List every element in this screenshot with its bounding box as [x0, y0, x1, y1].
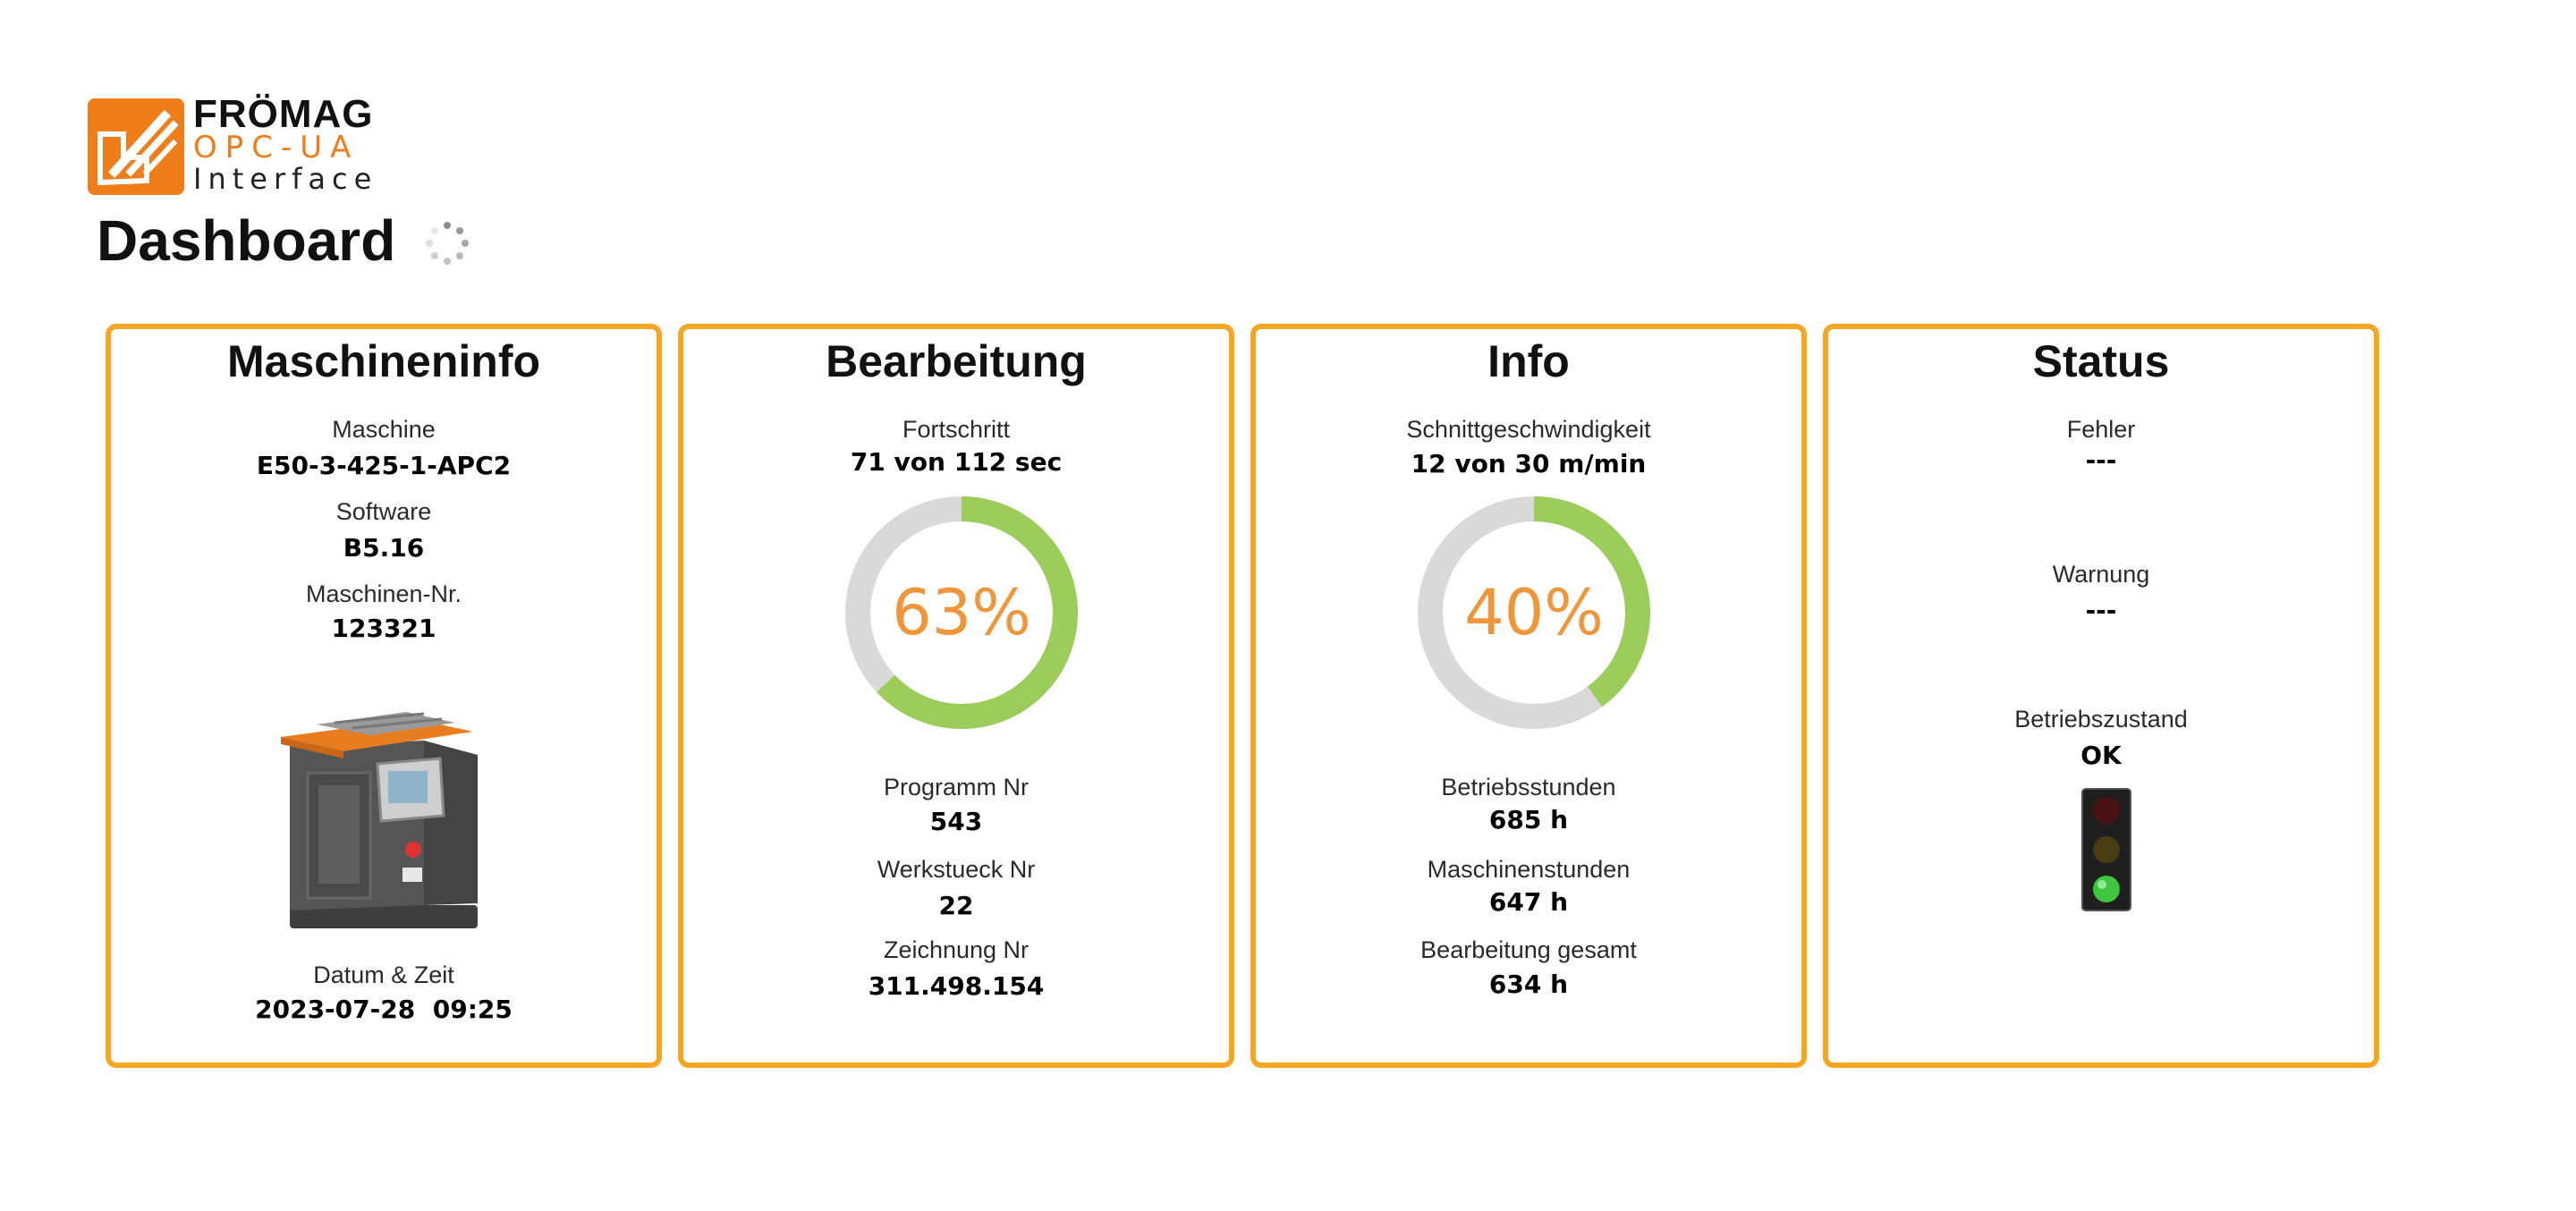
machine-image [281, 712, 478, 928]
fortschritt-value: 71 von 112 sec [850, 447, 1063, 477]
card-title: Bearbeitung [826, 336, 1087, 386]
card-maschineninfo: Maschineninfo Maschine E50-3-425-1-APC2 … [106, 324, 662, 1068]
programm-nr-label: Programm Nr [883, 774, 1029, 800]
traffic-light-red [2093, 797, 2120, 824]
progress-percent-text: 63% [892, 576, 1031, 649]
fehler-label: Fehler [2066, 416, 2136, 443]
betriebszustand-label: Betriebszustand [2014, 706, 2188, 733]
programm-nr-value: 543 [929, 807, 983, 836]
betriebsstunden-value: 685 h [1488, 805, 1569, 834]
speed-percent-text: 40% [1464, 576, 1604, 649]
schnittgeschwindigkeit-value: 12 von 30 m/min [1411, 449, 1647, 478]
datum-label: Datum & Zeit [313, 961, 454, 988]
progress-donut-chart [845, 496, 1078, 729]
betriebsstunden-label: Betriebsstunden [1441, 774, 1616, 800]
maschine-label: Maschine [332, 416, 436, 443]
maschinen-nr-value: 123321 [331, 614, 436, 643]
progress-donut-arc [845, 496, 1078, 729]
traffic-light-green [2093, 876, 2120, 902]
card-info: Info Schnittgeschwindigkeit 12 von 30 m/… [1250, 324, 1807, 1068]
datum-value: 2023-07-28 09:25 [255, 995, 513, 1024]
loading-spinner-icon [426, 222, 469, 265]
warnung-value: --- [2085, 596, 2117, 625]
fromag-logo: FRÖMAG OPC-UA Interface [88, 93, 392, 195]
logo-brand-text: FRÖMAG [193, 92, 374, 136]
maschinenstunden-label: Maschinenstunden [1427, 856, 1631, 883]
fortschritt-label: Fortschritt [902, 416, 1010, 443]
card-bearbeitung: Bearbeitung Fortschritt 71 von 112 sec 6… [678, 324, 1234, 1068]
fromag-logo-icon [88, 98, 184, 195]
maschinenstunden-value: 647 h [1488, 887, 1569, 917]
maschine-value: E50-3-425-1-APC2 [256, 451, 512, 480]
werkstueck-nr-label: Werkstueck Nr [877, 856, 1036, 883]
card-status: Status Fehler --- Warnung --- Betriebszu… [1823, 324, 2379, 1068]
card-title: Maschineninfo [226, 336, 541, 386]
zeichnung-nr-label: Zeichnung Nr [883, 936, 1030, 963]
page-title: Dashboard [97, 208, 396, 273]
traffic-light-yellow [2093, 836, 2120, 863]
warnung-label: Warnung [2052, 561, 2150, 588]
logo-subtitle-opcua: OPC-UA [193, 130, 360, 165]
card-title: Info [1487, 336, 1570, 386]
speed-donut-chart [1418, 496, 1650, 729]
bearbeitung-gesamt-value: 634 h [1488, 970, 1569, 999]
fehler-value: --- [2085, 445, 2117, 475]
bearbeitung-gesamt-label: Bearbeitung gesamt [1420, 936, 1637, 963]
werkstueck-nr-value: 22 [938, 891, 974, 920]
speed-donut-arc [1418, 496, 1650, 729]
software-label: Software [335, 498, 432, 525]
card-title: Status [2032, 336, 2170, 386]
traffic-light-icon [2081, 788, 2131, 911]
logo-subtitle-interface: Interface [193, 162, 378, 196]
schnittgeschwindigkeit-label: Schnittgeschwindigkeit [1406, 416, 1651, 443]
software-value: B5.16 [343, 533, 425, 563]
maschinen-nr-label: Maschinen-Nr. [305, 580, 462, 607]
betriebszustand-value: OK [2080, 741, 2122, 770]
zeichnung-nr-value: 311.498.154 [868, 971, 1045, 1001]
